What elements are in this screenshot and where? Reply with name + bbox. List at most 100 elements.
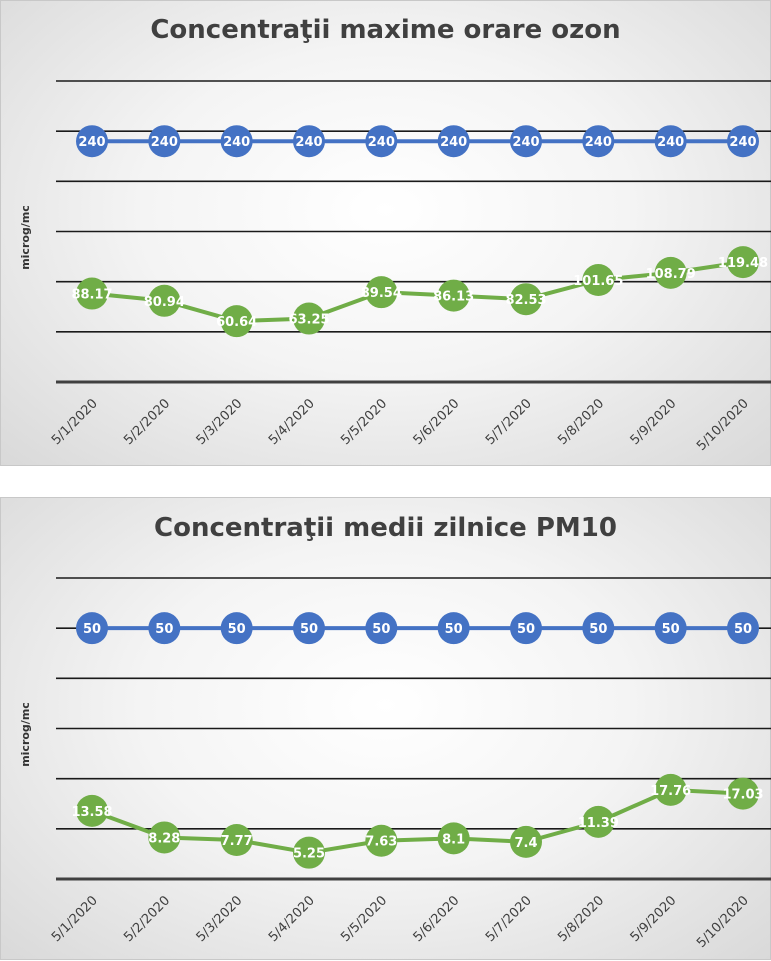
data-point [365, 824, 398, 857]
data-label: 240 [295, 135, 322, 150]
data-point [727, 777, 759, 810]
data-point [437, 279, 470, 312]
data-label: 63.25 [288, 313, 329, 328]
data-point [220, 824, 253, 857]
data-point [654, 612, 687, 645]
data-point [582, 612, 615, 645]
data-label: 7.63 [365, 835, 397, 850]
x-tick-label: 5/4/2020 [266, 396, 318, 448]
series-line [91, 787, 744, 855]
data-label: 240 [78, 135, 105, 150]
pm10-line-chart: 5/1/2020 5/2/2020 5/3/2020 5/4/2020 5/5/2020… [49, 577, 771, 951]
data-label: 50 [83, 622, 101, 637]
data-point [365, 276, 398, 309]
data-label: 50 [734, 622, 752, 637]
data-label: 119.48 [718, 256, 768, 271]
x-tick-label: 5/9/2020 [628, 893, 680, 945]
x-tick-label: 5/5/2020 [338, 396, 390, 448]
data-point [365, 125, 398, 158]
data-point [437, 125, 470, 158]
ozone-line-chart: 5/1/2020 5/2/2020 5/3/2020 5/4/2020 5/5/2020… [49, 80, 771, 454]
data-label: 240 [368, 135, 395, 150]
data-label: 60.64 [216, 315, 257, 330]
x-tick-label: 5/7/2020 [483, 893, 535, 945]
x-tick-label: 5/10/2020 [694, 396, 752, 454]
data-point [148, 612, 181, 645]
x-tick-label: 5/2/2020 [121, 893, 173, 945]
data-label: 50 [155, 622, 173, 637]
x-tick-label: 5/1/2020 [49, 396, 101, 448]
data-point [582, 264, 615, 297]
data-point [220, 305, 253, 338]
data-label: 240 [512, 135, 539, 150]
data-point [220, 612, 253, 645]
x-tick-label: 5/1/2020 [49, 893, 101, 945]
x-tick-label: 5/8/2020 [555, 893, 607, 945]
data-label: 8.1 [442, 832, 465, 847]
x-tick-label: 5/3/2020 [194, 893, 246, 945]
data-label: 8.28 [148, 831, 180, 846]
data-point [582, 125, 615, 158]
data-label: 80.94 [144, 295, 185, 310]
data-point [510, 825, 542, 858]
data-label: 50 [589, 622, 607, 637]
data-point [76, 277, 108, 310]
data-point [510, 283, 542, 316]
data-label: 5.25 [293, 847, 325, 862]
data-point [582, 805, 615, 838]
data-label: 50 [517, 622, 535, 637]
data-point [727, 246, 759, 279]
data-label: 50 [445, 622, 463, 637]
data-label: 240 [585, 135, 612, 150]
data-point [148, 125, 181, 158]
data-point [727, 612, 759, 645]
data-point [654, 125, 687, 158]
data-label: 88.17 [71, 288, 112, 303]
data-label: 50 [300, 622, 318, 637]
data-point [76, 612, 108, 645]
data-point [293, 302, 325, 335]
chart-title: Concentraţii maxime orare ozon [150, 15, 621, 45]
data-label: 50 [662, 622, 680, 637]
data-point [727, 125, 759, 158]
x-tick-label: 5/8/2020 [555, 396, 607, 448]
x-tick-label: 5/6/2020 [411, 396, 463, 448]
data-point [437, 612, 470, 645]
data-point [293, 125, 325, 158]
chart-title: Concentraţii medii zilnice PM10 [154, 513, 617, 543]
data-label: 11.39 [578, 816, 619, 831]
data-label: 240 [151, 135, 178, 150]
data-label: 240 [729, 135, 756, 150]
data-point [654, 773, 687, 806]
data-label: 7.77 [221, 834, 253, 849]
data-label: 17.03 [722, 788, 763, 803]
data-point [76, 125, 108, 158]
data-label: 50 [372, 622, 390, 637]
x-tick-label: 5/10/2020 [694, 893, 752, 951]
data-point [220, 125, 253, 158]
series-line [91, 260, 744, 324]
data-label: 82.53 [505, 293, 546, 308]
data-point [293, 836, 325, 869]
x-tick-label: 5/5/2020 [338, 893, 390, 945]
data-label: 108.79 [646, 267, 696, 282]
data-point [437, 822, 470, 855]
data-label: 86.13 [433, 290, 474, 305]
pm10-chart-panel: Concentraţii medii zilnice PM10 microg/m… [0, 497, 771, 960]
x-tick-label: 5/7/2020 [483, 396, 535, 448]
data-point [148, 821, 181, 854]
data-point [365, 612, 398, 645]
data-label: 240 [440, 135, 467, 150]
ozone-chart-panel: Concentraţii maxime orare ozon microg/mc… [0, 0, 771, 466]
x-tick-label: 5/6/2020 [411, 893, 463, 945]
data-point [148, 284, 181, 317]
data-label: 240 [223, 135, 250, 150]
data-label: 89.54 [361, 286, 402, 301]
x-tick-label: 5/4/2020 [266, 893, 318, 945]
data-label: 50 [228, 622, 246, 637]
data-label: 7.4 [514, 836, 537, 851]
data-label: 17.76 [650, 784, 691, 799]
data-point [654, 256, 687, 289]
data-point [76, 794, 108, 827]
data-point [510, 612, 542, 645]
